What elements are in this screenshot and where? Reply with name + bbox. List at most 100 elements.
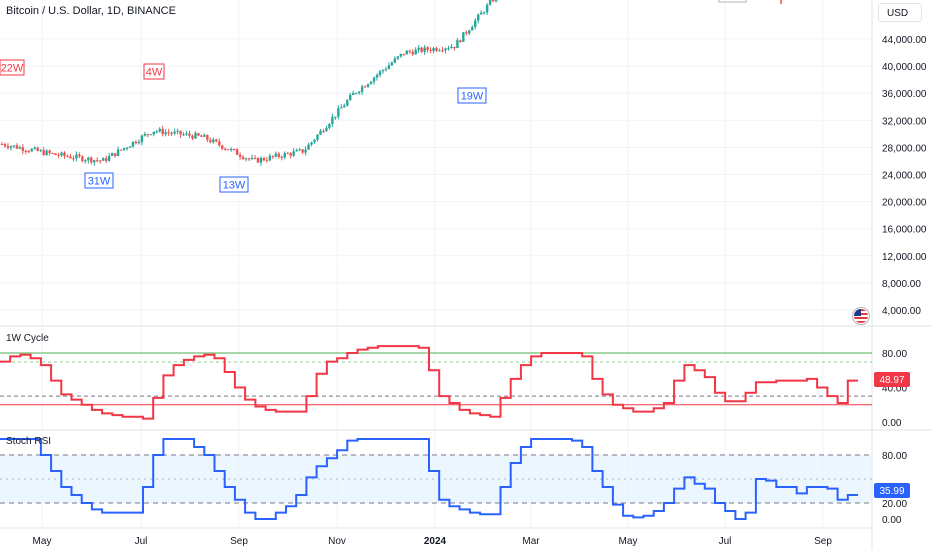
candle-body [6,146,10,148]
candle-body [256,157,260,163]
candle-body [363,86,367,88]
candle-body [104,158,108,161]
stoch-pane-title: Stoch RSI [6,436,52,447]
candle-body [482,12,486,14]
price-tick-label: 40,000.00 [882,62,927,73]
candle-body [280,156,283,158]
candle-body [432,48,435,52]
cycle-label-text: 31W [88,176,111,188]
candle-body [477,14,480,21]
candle-body [360,86,364,92]
symbol-title: Bitcoin / U.S. Dollar, 1D, BINANCE [6,5,176,17]
candle-body [149,134,153,136]
price-tick-label: 12,000.00 [882,252,927,263]
stoch-tick-label: 20.00 [882,499,907,510]
candle-body [375,74,379,78]
candle-body [24,150,28,152]
candle-body [310,142,313,145]
candle-body [471,26,474,31]
candle-body [414,49,417,55]
candle-body [194,133,197,139]
candle-body [131,141,135,147]
cycle-tick-label: 0.00 [882,418,902,429]
candle-body [417,47,420,50]
candle-body [441,50,444,52]
time-tick-label: Jul [719,536,732,547]
candle-body [36,147,39,151]
candle-body [289,153,292,156]
cycle-label-text: 19W [461,91,484,103]
candle-body [122,148,126,150]
candle-body [399,53,403,57]
candle-body [357,91,361,94]
candle-body [42,150,45,155]
candle-body [366,84,370,87]
time-tick-label: Mar [522,536,540,547]
candle-body [283,153,286,158]
us-flag-icon[interactable] [849,307,873,325]
candle-body [450,46,453,49]
candle-body [268,155,272,161]
candle-body [346,100,349,106]
time-tick-label: Nov [328,536,346,547]
candle-body [9,146,13,148]
candle-body [349,94,352,101]
candle-body [48,150,51,154]
candle-body [250,157,254,159]
candle-body [384,68,388,71]
candle-body [253,157,257,159]
candle-body [396,56,400,59]
candle-body [182,134,185,136]
candle-body [304,149,307,153]
candle-body [372,77,376,82]
candle-body [173,131,176,134]
price-tick-label: 8,000.00 [882,279,921,290]
price-tick-label: 32,000.00 [882,116,927,127]
stoch-tick-label: 80.00 [882,451,907,462]
time-axis[interactable]: May Jul Sep Nov 2024 Mar May Jul Sep [33,536,833,547]
candle-body [322,130,325,132]
candle-body [128,146,132,148]
price-marker-box [718,0,747,3]
candle-body [319,130,322,135]
candle-body [78,154,81,157]
candle-body [474,20,477,27]
grid [0,0,872,528]
candle-body [241,156,245,159]
candle-body [57,154,60,156]
candle-body [96,160,99,162]
candle-body [107,156,111,161]
cycle-label-text: 13W [223,180,246,192]
candle-body [101,158,105,161]
candle-body [265,160,269,162]
candle-body [438,50,441,52]
time-tick-label: 2024 [424,536,447,547]
candle-body [152,131,155,135]
candle-body [45,150,48,155]
candle-body [3,144,7,147]
candle-body [331,117,334,124]
candle-body [87,157,90,161]
candle-body [209,139,212,143]
time-tick-label: Jul [135,536,148,547]
candle-body [200,135,203,137]
candle-body [140,135,144,142]
candle-body [295,150,298,152]
candle-body [426,47,429,50]
candle-body [354,93,358,95]
candle-body [259,158,263,163]
cycle-label-box [219,176,249,193]
candle-body [227,149,230,151]
candle-body [93,160,96,163]
candle-body [197,133,200,136]
candle-body [247,158,251,160]
candle-body [69,156,72,159]
candle-body [212,139,215,143]
candle-body [462,32,465,42]
price-axis[interactable]: 44,000.00 40,000.00 36,000.00 32,000.00 28,0… [882,35,927,317]
candle-body [435,48,438,51]
candle-body [170,132,173,134]
currency-selector[interactable]: USD [878,3,922,22]
candle-body [271,155,275,157]
